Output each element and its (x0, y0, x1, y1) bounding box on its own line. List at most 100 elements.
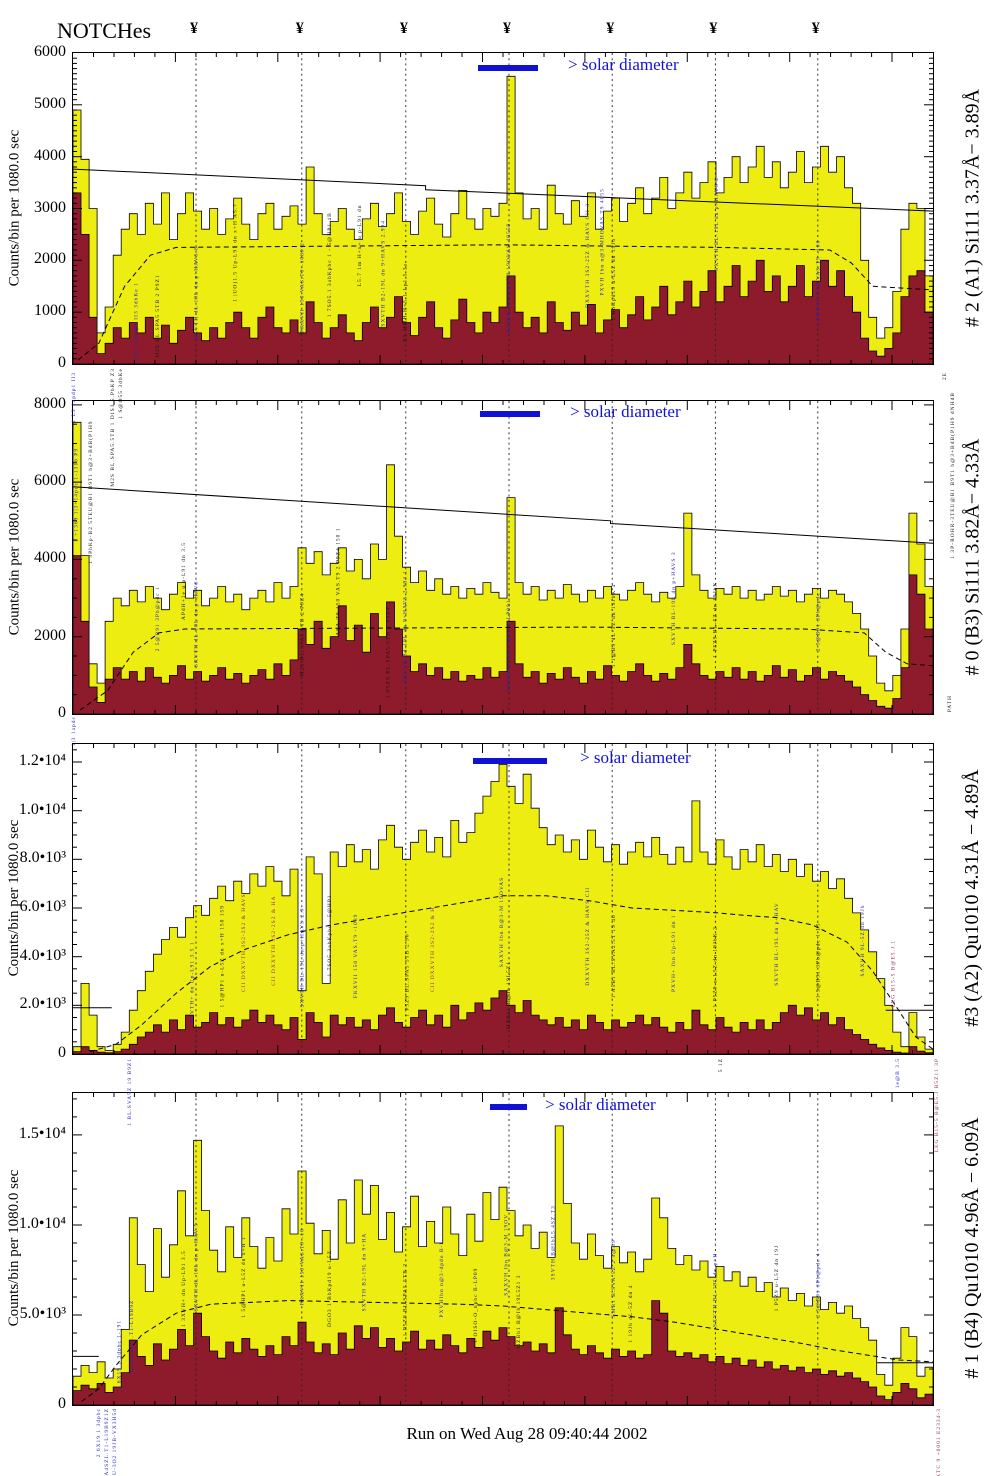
spectral-line-annotation: SXVTH BL-19L dn p+H (712, 1253, 718, 1327)
spectral-line-annotation: L5.7 1m H+x+ u p-L91 dn (357, 205, 363, 287)
spectral-line-annotation: 1 BbKpd19 u-L5Z dn 19Jb (611, 238, 617, 321)
outside-annotation: 2E (942, 372, 948, 380)
spectral-line-annotation: 1 5@B91 3Pb@pdc 1 L5 (816, 923, 822, 999)
panel-4-background-histogram (73, 1300, 933, 1405)
spectral-line-annotation: B5AVH Ibn B@3-M 19OVAS 40559 (506, 223, 512, 333)
notch-marker-5: ¥ (606, 20, 615, 37)
panel-3-ytick-label: 2.0•10³ (19, 995, 66, 1013)
spectral-line-annotation: 1 P5Z9 u-L5Z dn 19J (774, 1245, 780, 1311)
panel-4-ytick-label: 1.0•10⁴ (18, 1214, 66, 1232)
run-timestamp: Run on Wed Aug 28 09:40:44 2002 (406, 1424, 648, 1443)
spectral-line-annotation: FKXVII 150 VAS.T9 -1089 (353, 914, 359, 999)
panel-3-total-histogram (73, 764, 933, 1054)
panel-3-ytick-label: 0 (58, 1044, 66, 1061)
panel-2-sensitivity-curve (79, 626, 933, 711)
spectral-line-annotation: 9Le3A4SZ1.T1-L19B9Z (129, 1300, 135, 1374)
spectral-line-annotation: 2 6X19 1 3dpbc 1-191 (116, 1320, 122, 1390)
panel-2-y-axis-title: Counts/bin per 1080.0 sec (6, 478, 22, 635)
spectral-line-annotation: SAXVH Ibn B@3-M 19OVAS (499, 877, 505, 967)
panel-3-solar-diameter-label: > solar diameter (580, 748, 691, 767)
spectral-line-annotation: 1 L3 1apdp1 II3 3dbKe 1 (134, 282, 140, 361)
panel-4-ytick-label: 5.0•10³ (19, 1304, 66, 1322)
panel-1-ytick-label: 4000 (34, 146, 66, 164)
spectral-line-annotation: FKXVII 150 VAS.T9 -1089 2 (300, 242, 306, 333)
panel-2-ytick-label: 2000 (34, 626, 66, 644)
panel-1-total-histogram (73, 75, 933, 364)
outside-annotation: PATH (947, 695, 953, 712)
spectral-line-annotation: MZBb1 B@Ib 19L5Z1 (506, 961, 512, 1029)
panel-3-ytick-label: 6.0•10³ (19, 898, 66, 915)
spectral-line-annotation: 1 OISO-O_npbc B-LP09 (473, 1268, 479, 1343)
outside-annotation: 1 3P-ROHR-3TEU@B1 B9T1 b@3+BdB(P1H9 dNHd… (949, 392, 956, 559)
spectral-line-annotation: SXVTH Bd-19L dn 9+HAVS 2.994 1 (403, 570, 409, 683)
outside-annotation: 1e@B 3.5 (895, 1058, 901, 1088)
panel-2-solar-diameter-bar (480, 411, 540, 417)
spectral-line-annotation: DGO3 1 BbKpd19 u-L5Z (327, 1250, 333, 1327)
panel-4-solar-diameter-label: > solar diameter (545, 1095, 656, 1114)
notch-marker-7: ¥ (811, 20, 820, 37)
spectral-line-annotation: 1 P5Z9 u-L5Z dn 19JbK 2 (712, 926, 718, 1007)
spectral-line-annotation: 2 5@B91 3Pb@pdc 4 (816, 1252, 822, 1317)
spectral-line-annotation: PXVHIbn n@3-dpdo B-LP091 1 (506, 593, 512, 692)
notch-marker-1: ¥ (189, 20, 198, 37)
outside-annotation: 1|3 1apdc (71, 716, 77, 746)
panel-2-total-histogram (73, 421, 933, 714)
spectral-line-annotation: SXVTH B2-19L dn 9+HA (361, 1233, 367, 1312)
panel-4-ytick-label: 1.5•10⁴ (18, 1124, 66, 1142)
spectral-line-annotation: SXVTH dL-19L dn p+HAV 5 (194, 1223, 200, 1312)
spectral-line-annotation: CII DXXVTH 3S2-2S2 & HA (271, 896, 277, 986)
panel-1-ytick-label: 1000 (34, 302, 66, 320)
panel-3-detector-label: #3 (A2) Qu1010 4.31Å − 4.89Å (961, 769, 983, 1027)
spectral-line-annotation: 2 5@B91 3Pb@pdc (816, 592, 822, 651)
panel-3-ytick-label: 1.2•10⁴ (18, 752, 66, 769)
panel-4-detector-label: # 1 (B4) Qu1010 4.96Å − 6.09Å (961, 1117, 983, 1379)
panel-2-plot-area: 2 +1369 1|3+14pdc 1-1316 P9 1 3PbKp-B2 5T… (72, 400, 934, 715)
spectral-line-annotation: ASA.T9 150 VAS.T9 2 P9Z4 150 1 (336, 527, 342, 635)
outside-annotation: 5 1Z (718, 1058, 724, 1072)
spectral-line-annotation: 1 5@HP1 u-L5Z dn x+H 150 159 (220, 905, 226, 1007)
panel-1-reference-line (73, 168, 933, 212)
spectral-line-annotation: 2 +1369 1|3+14pdc 1-1316 P9 (73, 448, 79, 542)
spectral-line-annotation: SXVTH BL-19L dn p+HAV (774, 902, 780, 986)
panel-3-plot-area: SXVTH+ dn Up-L91 3.5 1 1 5@HP1 u-L5Z dn x… (72, 743, 934, 1055)
spectral-line-annotation: 1 19Jb dL-5Z dn 4 (628, 1285, 634, 1343)
notch-marker-2: ¥ (295, 20, 304, 37)
spectral-line-annotation: SAXVH 9L-5Z dn 19Jb (860, 904, 866, 976)
spectral-line-annotation: APdH+1e u p-L91 dn 3.5 (181, 542, 187, 620)
panel-3-sensitivity-curve (90, 895, 933, 1053)
panel-3-background-histogram (73, 990, 933, 1054)
spectral-line-annotation: 1 5@HP1 u-L5Z dn x+H 1 (241, 1236, 247, 1317)
panel-2-ytick-label: 4000 (34, 549, 66, 567)
spectral-line-annotation: 1 P5Z9 BL-5Z dn 19JbK (712, 582, 718, 658)
spectral-line-annotation: PXVH Ibn n@3-MHOVAS.T9 4055 (600, 188, 606, 295)
spectral-line-annotation: SXVTH BL-19L dn p+HAVS 3 (671, 551, 677, 645)
panel-4-solar-diameter-bar (490, 1104, 527, 1110)
notch-marker-4: ¥ (503, 20, 512, 37)
panel-4-plot-area: 2 6X19 1 3dpbc 1-191 9Le3A4SZ1.T1-L19B9Z 1… (72, 1092, 934, 1406)
spectral-line-annotation: 1 P5Z9 BL.SPA5.5TB 2 (403, 1263, 409, 1336)
spectral-line-annotation: 1 1@B9 dL-5Z dn 19JbK 4 (611, 584, 617, 668)
spectral-line-annotation: DXXVTH 3S2-25Z & HAVS CII 3 (585, 203, 591, 308)
panel-1-y-axis-title: Counts/bin per 1080.0 sec (6, 129, 22, 286)
spectral-line-annotation: SMB1 B.SVA.5Z 2 5@B9 (611, 1239, 617, 1317)
panel-2-reference-line (73, 486, 933, 544)
panel-2-ytick-label: 0 (58, 704, 66, 721)
spectral-line-annotation: 1 P5Z9 BL.SPA5.5TB 2 P9Z4 3 (386, 600, 392, 698)
panel-3-solar-diameter-bar (473, 758, 547, 764)
spectral-line-annotation: SXVTH dL-19L dn p+HAVS (194, 580, 200, 667)
spectral-line-annotation: DXXVTH 3S2-25Z & HAVS CII (585, 887, 591, 986)
notches-title: NOTCHes (57, 18, 152, 43)
spectral-line-annotation: 1 7SO5.1 3abKpbc 1 - 5@HP1 4B (327, 212, 333, 317)
panel-4-ytick-label: 0 (58, 1395, 66, 1412)
panel-3-ytick-label: 1.0•10⁴ (18, 800, 66, 818)
panel-1-ytick-label: 5000 (34, 94, 66, 112)
panel-1-detector-label: # 2 (A1) Si111 3.37Å− 3.89Å (961, 88, 983, 327)
spectral-line-annotation: 1 |UO)1.5 Up-L91 dn x+H A5.7 (231, 203, 238, 302)
spectral-line-annotation: LEG B15-5 B@E5.J 1 (890, 940, 896, 1008)
panel-3-y-axis-title: Counts/bin per 1080.0 sec (6, 819, 22, 977)
panel-2-ytick-label: 8000 (34, 394, 66, 412)
panel-1-ytick-label: 0 (58, 354, 66, 371)
spectral-line-annotation: 1 3XVH+ dn Up-L91 3.5 (181, 1250, 187, 1327)
spectral-line-annotation: SXVTH+ dn Up-L91 3.5 1 (189, 942, 195, 1023)
spectral-line-annotation: 1 A5B1 BL.SVA2.5T 19 40 (611, 914, 617, 998)
